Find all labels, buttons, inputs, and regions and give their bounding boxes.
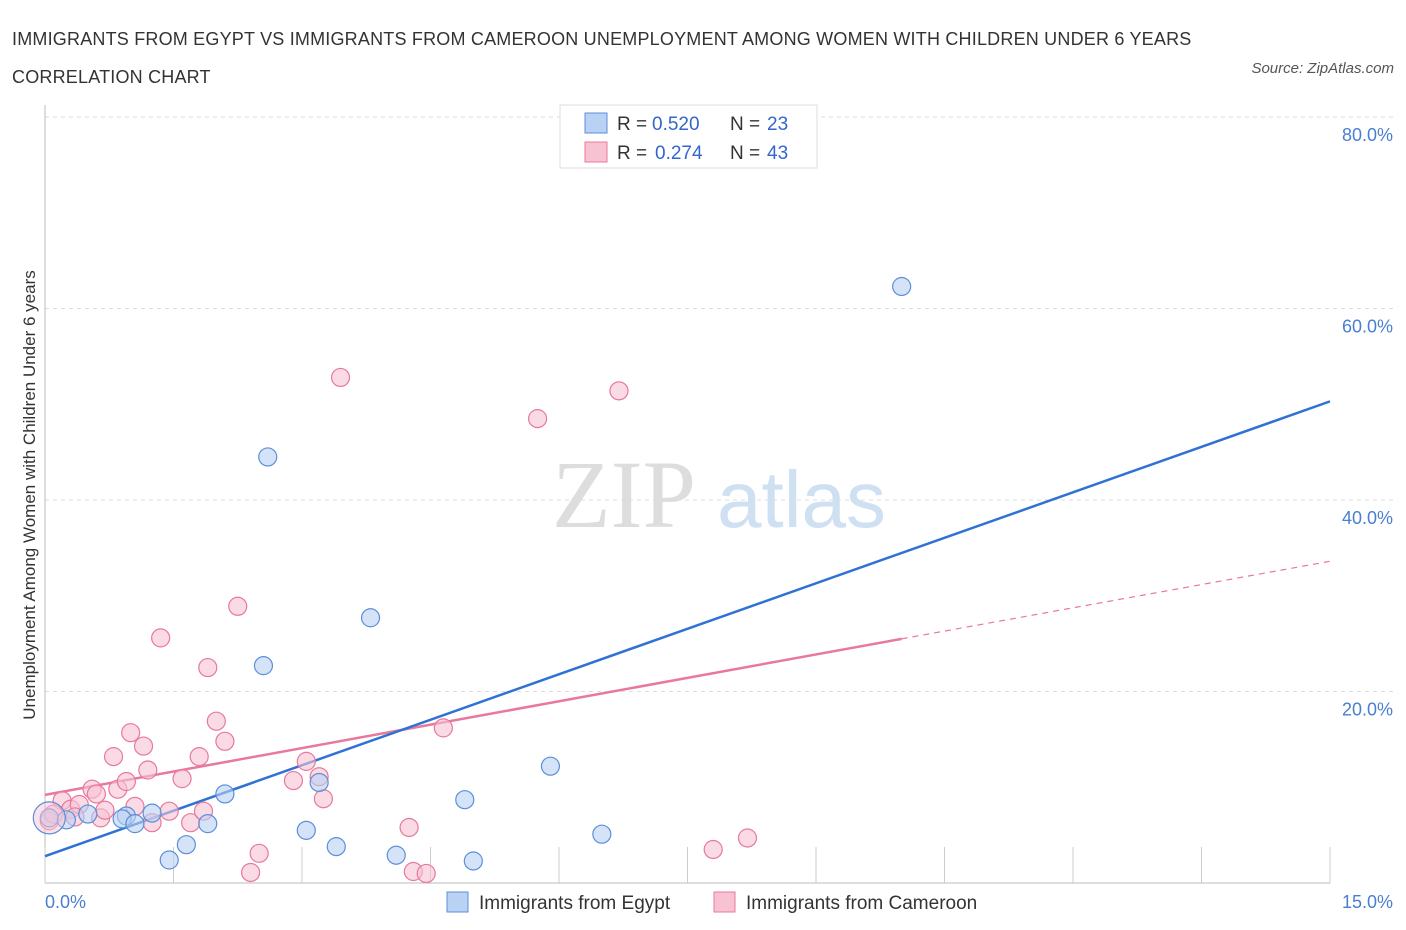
egypt-point: [198, 814, 218, 834]
cameroon-point: [103, 747, 124, 767]
cluster-point: [32, 801, 66, 835]
cameroon-point: [527, 409, 548, 429]
cameroon-point: [159, 801, 179, 821]
egypt-point: [386, 845, 406, 865]
egypt-point: [326, 837, 346, 857]
cameroon-point: [206, 711, 226, 731]
legend-r-label: R =: [617, 143, 647, 164]
legend-r-value: 0.274: [655, 143, 703, 164]
x-tick-label: 0.0%: [45, 892, 86, 912]
egypt-point: [463, 851, 483, 871]
cameroon-point: [189, 747, 209, 767]
cameroon-point: [249, 843, 269, 863]
cameroon-point: [138, 760, 158, 780]
egypt-point: [360, 608, 381, 628]
cameroon-point: [151, 628, 171, 648]
egypt-point: [455, 790, 475, 810]
cameroon-point: [737, 828, 758, 848]
cameroon-point: [433, 718, 453, 738]
axes: [44, 105, 1331, 884]
egypt-point: [258, 447, 278, 467]
tick-labels: 20.0% 40.0% 60.0% 80.0% 0.0% 15.0%: [45, 125, 1393, 912]
trend-line-cameroon-extension: [901, 560, 1331, 640]
legend-r-label: R =: [617, 114, 647, 135]
bottom-legend-egypt: Immigrants from Egypt: [479, 893, 671, 914]
bottom-legend: Immigrants from Egypt Immigrants from Ca…: [446, 891, 977, 914]
y-tick-label: 80.0%: [1342, 125, 1393, 145]
cameroon-point: [172, 769, 192, 789]
cameroon-point: [330, 367, 351, 388]
y-tick-label: 20.0%: [1342, 700, 1393, 720]
cameroon-point: [198, 657, 218, 678]
x-tick-label: 15.0%: [1342, 892, 1393, 912]
bottom-legend-swatch-cameroon: [713, 891, 736, 913]
chart-title: IMMIGRANTS FROM EGYPT VS IMMIGRANTS FROM…: [12, 29, 1192, 87]
bottom-legend-swatch-egypt: [446, 891, 469, 913]
egypt-point: [78, 804, 98, 824]
y-tick-label: 60.0%: [1342, 317, 1393, 337]
trend-lines: [44, 400, 1331, 858]
egypt-point: [142, 803, 162, 823]
egypt-point: [296, 820, 316, 840]
cameroon-point: [296, 751, 316, 771]
cameroon-point: [416, 863, 436, 884]
egypt-point: [215, 784, 235, 804]
egypt-point: [176, 835, 196, 855]
cameroon-point: [121, 723, 141, 743]
cameroon-point: [313, 789, 334, 809]
cameroon-point: [283, 770, 304, 791]
cameroon-point: [215, 731, 235, 751]
egypt-point: [892, 276, 912, 297]
cameroon-point: [703, 839, 723, 860]
cameroon-point: [228, 596, 248, 616]
cameroon-point: [116, 771, 136, 792]
cameroon-point: [95, 800, 115, 820]
legend-n-value: 23: [767, 114, 788, 135]
legend-swatch-egypt: [584, 112, 608, 134]
egypt-point: [253, 656, 274, 676]
y-tick-label: 40.0%: [1342, 508, 1393, 528]
trend-line-cameroon: [44, 637, 902, 797]
bottom-legend-cameroon: Immigrants from Cameroon: [746, 893, 977, 914]
legend-n-value: 43: [767, 143, 788, 164]
gridlines: [45, 116, 1395, 692]
source-label: Source: ZipAtlas.com: [1251, 60, 1394, 77]
legend-n-label: N =: [730, 114, 760, 135]
egypt-point: [309, 772, 329, 793]
legend-r-value: 0.520: [652, 114, 700, 135]
watermark: ZIP atlas: [552, 441, 886, 548]
legend-swatch-cameroon: [584, 141, 608, 163]
egypt-point: [125, 814, 145, 834]
cameroon-point: [133, 736, 154, 756]
egypt-point: [159, 850, 179, 870]
trend-line-egypt: [44, 400, 1331, 858]
watermark-atlas: atlas: [717, 455, 886, 544]
cameroon-point: [241, 862, 261, 883]
legend-n-label: N =: [730, 143, 760, 164]
egypt-point: [592, 824, 612, 844]
y-axis-title: Unemployment Among Women with Children U…: [20, 270, 39, 719]
cameroon-point: [86, 784, 107, 804]
watermark-zip: ZIP: [552, 441, 696, 548]
scatter-points: [32, 276, 912, 884]
legend: R = 0.520 N = 23 R = 0.274 N = 43: [559, 104, 818, 169]
egypt-point: [540, 756, 561, 776]
cameroon-point: [399, 817, 419, 838]
cameroon-point: [609, 381, 629, 401]
